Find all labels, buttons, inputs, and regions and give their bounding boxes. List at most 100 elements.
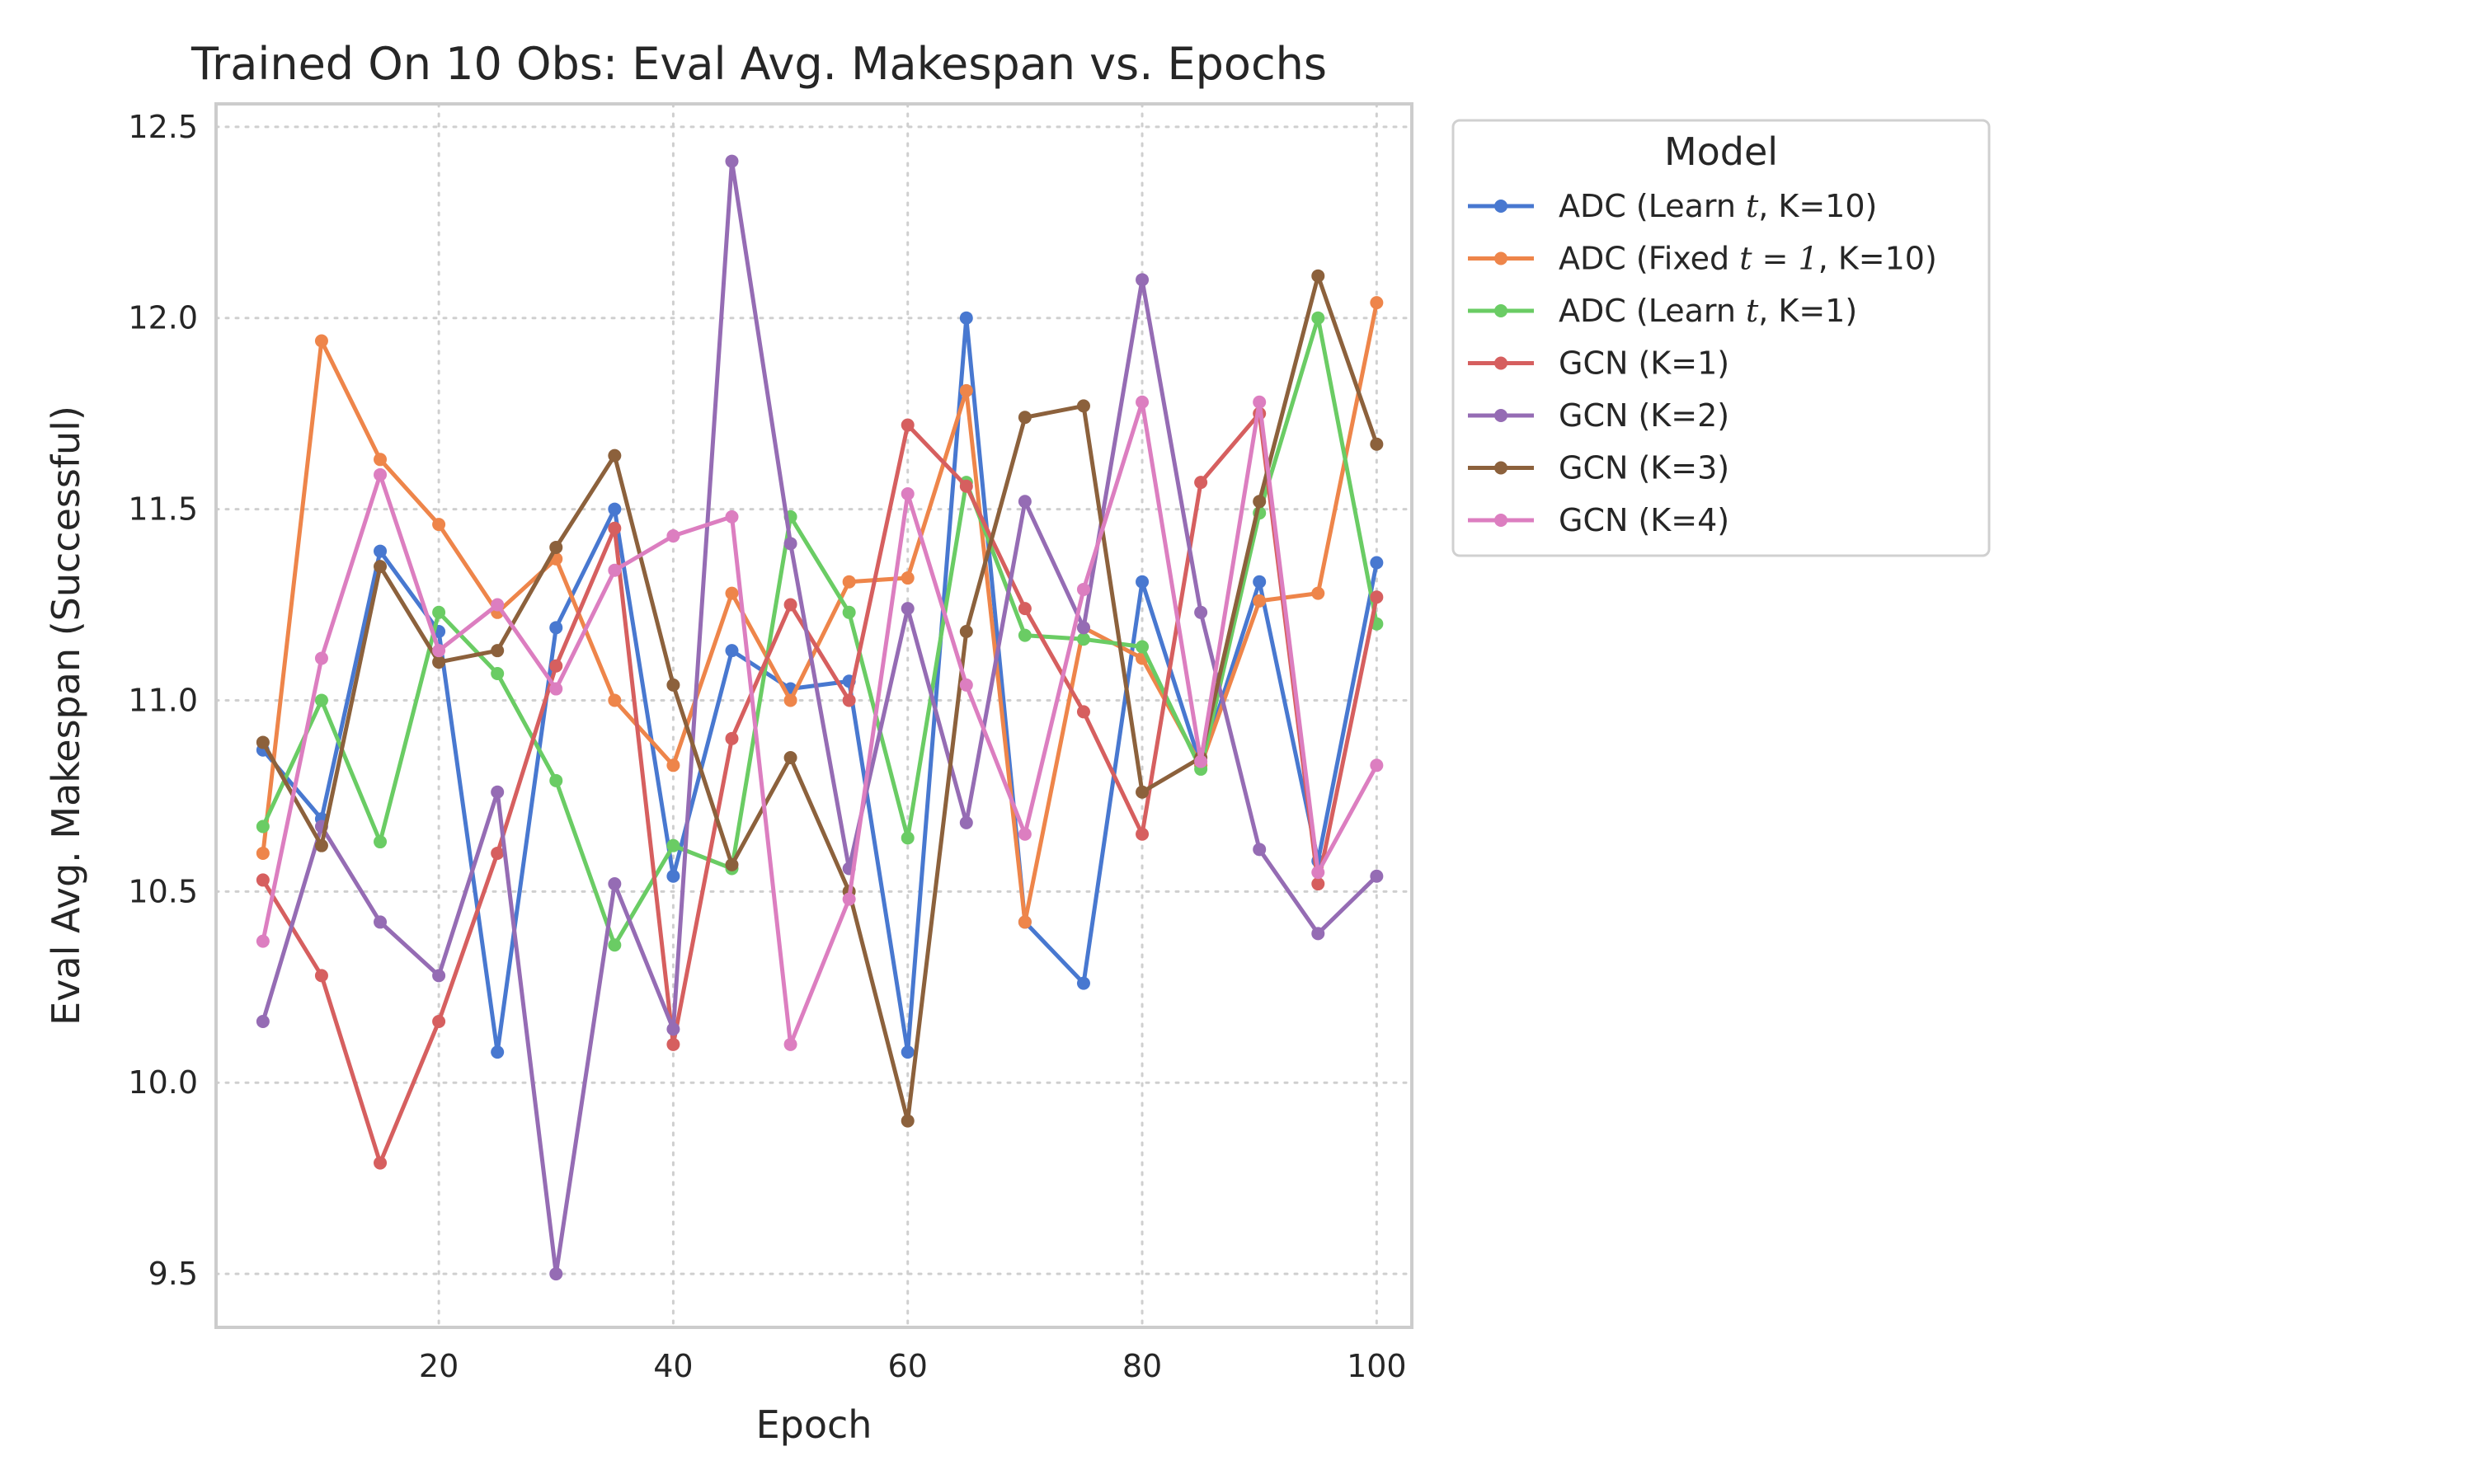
data-point	[608, 938, 622, 952]
data-point	[901, 1045, 915, 1059]
data-point	[1076, 632, 1090, 646]
legend-label-text: ADC (Fixed	[1559, 241, 1739, 277]
legend-swatch-marker	[1494, 514, 1507, 527]
series-7	[256, 395, 1384, 1051]
data-point	[374, 835, 388, 849]
data-point	[959, 383, 973, 397]
data-point	[1136, 395, 1150, 409]
legend-label-math: t = 1	[1739, 241, 1818, 277]
data-point	[1311, 586, 1325, 600]
data-point	[491, 666, 505, 680]
legend-label: ADC (Learn t, K=1)	[1559, 293, 1857, 329]
legend-label-text: ADC (Learn	[1559, 188, 1746, 224]
data-point	[842, 693, 856, 707]
data-point	[1018, 827, 1032, 841]
legend-label-text: GCN (K=1)	[1559, 345, 1729, 382]
data-point	[1253, 843, 1267, 857]
data-point	[1136, 640, 1150, 654]
data-point	[1194, 476, 1208, 490]
series-line	[261, 159, 1379, 1276]
legend-item: GCN (K=3)	[1468, 450, 1729, 486]
data-point	[1370, 296, 1384, 310]
data-point	[374, 560, 388, 574]
legend-label-math: t	[1746, 293, 1759, 329]
y-axis-label: Eval Avg. Makespan (Successful)	[44, 406, 88, 1026]
data-point	[256, 846, 270, 860]
x-tick-label: 40	[653, 1348, 693, 1384]
legend-label: GCN (K=4)	[1559, 502, 1729, 538]
data-point	[1018, 411, 1032, 425]
legend-items: ADC (Learn t , K=10) ADC (Fixed t = 1 , K=1…	[1468, 188, 1937, 538]
data-point	[608, 448, 622, 463]
legend-label-text: GCN (K=4)	[1559, 502, 1729, 538]
data-point	[432, 1015, 446, 1028]
data-point	[666, 529, 680, 543]
data-point	[549, 773, 563, 787]
data-point	[314, 693, 328, 707]
data-point	[1076, 399, 1090, 413]
data-point	[549, 659, 563, 673]
data-point	[491, 644, 505, 658]
series-line	[261, 274, 1379, 1124]
data-point	[725, 510, 739, 524]
data-point	[901, 418, 915, 432]
data-point	[1370, 437, 1384, 451]
data-point	[1136, 575, 1150, 589]
data-point	[1076, 621, 1090, 635]
data-point	[374, 915, 388, 929]
data-point	[374, 467, 388, 481]
x-tick-label: 100	[1347, 1348, 1407, 1384]
data-point	[1370, 556, 1384, 570]
x-tick-label: 80	[1122, 1348, 1162, 1384]
data-point	[725, 586, 739, 600]
series-4	[256, 406, 1384, 1170]
data-point	[666, 678, 680, 692]
data-point	[608, 502, 622, 516]
legend-label-text: ADC (Learn	[1559, 293, 1746, 329]
data-point	[783, 751, 797, 765]
y-tick-label: 12.0	[128, 300, 198, 336]
legend-swatch-marker	[1494, 461, 1507, 475]
series-line	[261, 316, 1379, 947]
y-tick-label: 12.5	[128, 109, 198, 145]
legend-swatch-marker	[1494, 251, 1507, 265]
legend-title: Model	[1664, 129, 1778, 174]
data-point	[256, 873, 270, 887]
data-point	[1370, 590, 1384, 604]
data-point	[374, 1156, 388, 1170]
data-point	[1311, 311, 1325, 325]
data-point	[783, 598, 797, 612]
data-point	[959, 815, 973, 829]
data-point	[549, 682, 563, 696]
data-point	[608, 693, 622, 707]
y-tick-label: 10.0	[128, 1064, 198, 1101]
legend-item: GCN (K=4)	[1468, 502, 1729, 538]
x-tick-label: 60	[888, 1348, 928, 1384]
series-5	[256, 154, 1384, 1281]
legend-swatch-marker	[1494, 200, 1507, 213]
plot-frame	[214, 102, 1413, 1329]
data-point	[1018, 495, 1032, 509]
data-point	[842, 605, 856, 619]
data-point	[959, 624, 973, 638]
data-point	[901, 571, 915, 585]
data-point	[901, 602, 915, 616]
data-point	[725, 644, 739, 658]
legend-box	[1451, 119, 1991, 557]
data-point	[491, 846, 505, 860]
data-point	[608, 563, 622, 577]
data-point	[314, 334, 328, 348]
data-point	[256, 934, 270, 948]
x-axis-label: Epoch	[756, 1402, 872, 1447]
data-point	[491, 1045, 505, 1059]
data-point	[314, 969, 328, 983]
tick-labels: 20 40 60 80 100 9.5 10.0 10.5 11.0 11.5 12.0 12.5	[128, 109, 1406, 1384]
data-point	[1253, 594, 1267, 608]
data-point	[725, 731, 739, 745]
data-point	[1136, 785, 1150, 799]
legend-label-text: , K=1)	[1758, 293, 1857, 329]
data-point	[901, 487, 915, 501]
legend-item: ADC (Learn t, K=1)	[1468, 293, 1857, 329]
data-point	[432, 605, 446, 619]
legend-label-text: , K=10)	[1818, 241, 1937, 277]
